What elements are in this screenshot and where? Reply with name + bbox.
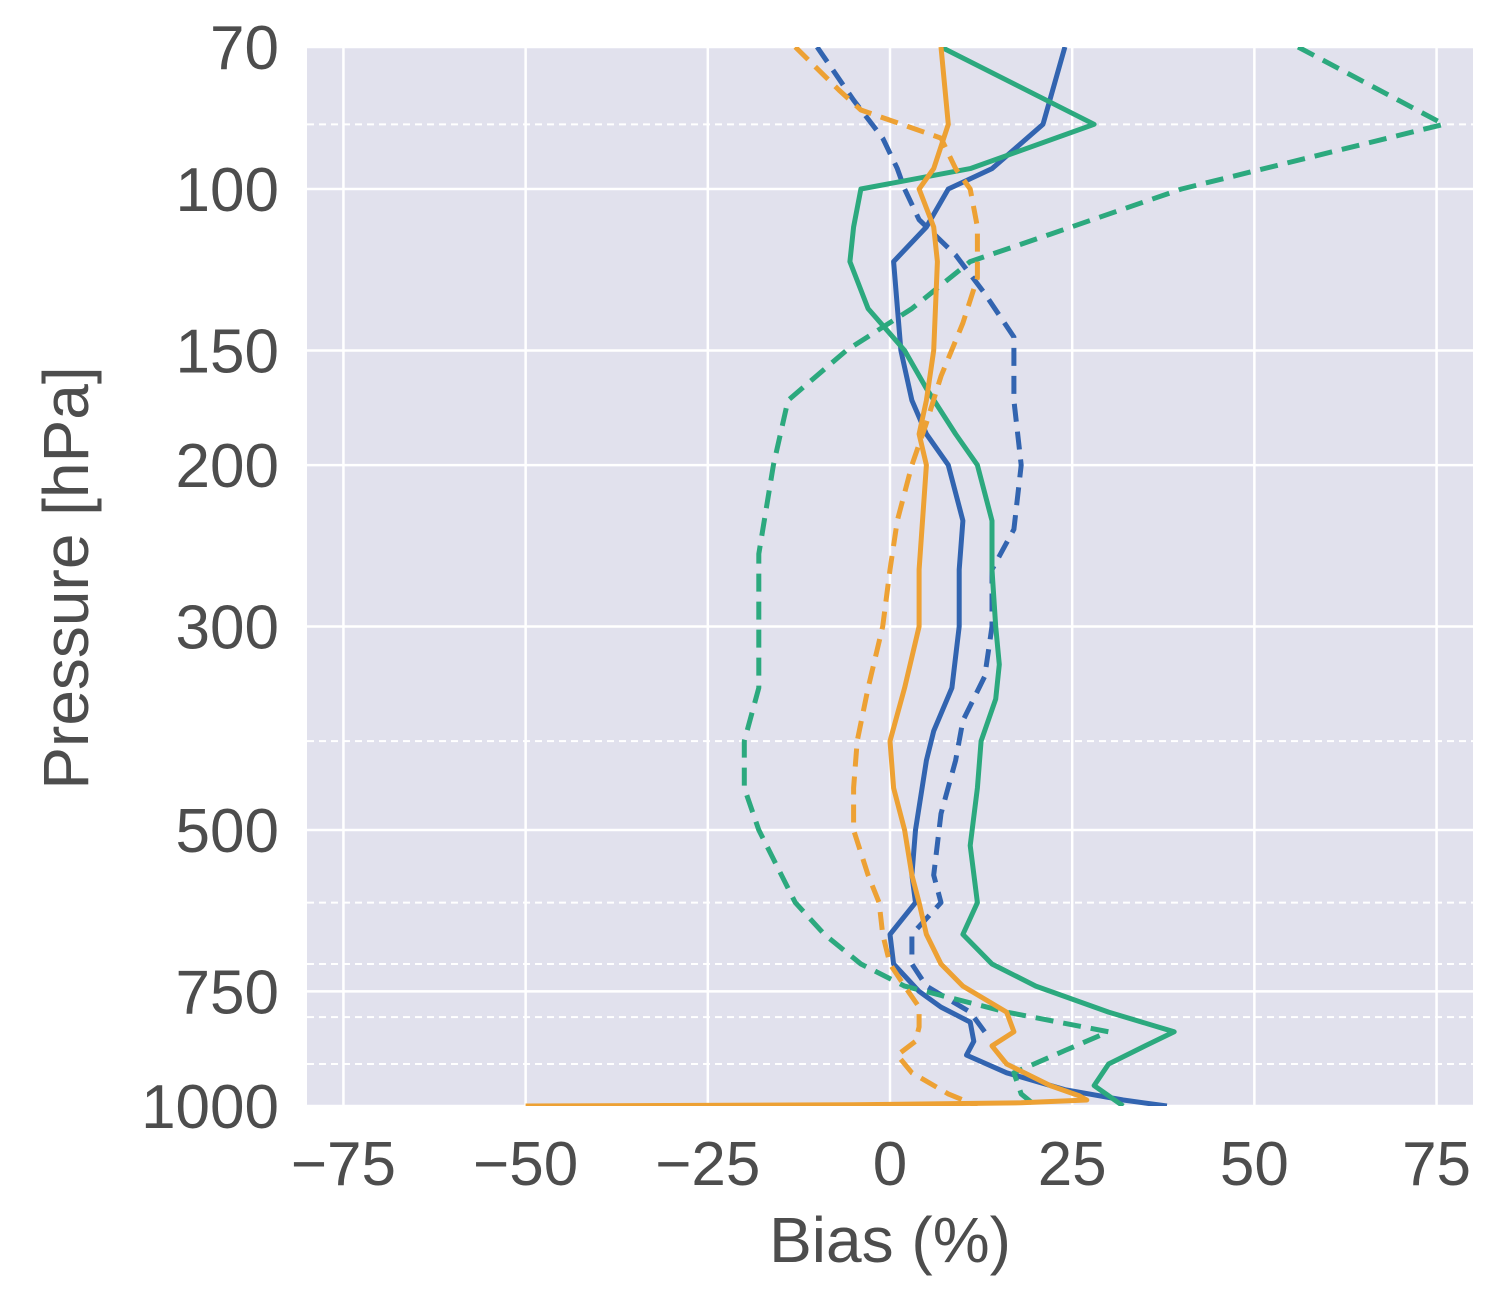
y-tick-label-2: 150 [176, 318, 279, 387]
series-line-2 [847, 47, 1177, 1106]
x-tick-label-3: 0 [873, 1130, 907, 1199]
series-line-5 [793, 47, 980, 1106]
x-tick-label-4: 25 [1038, 1130, 1107, 1199]
x-tick-labels: −75 −50 −25 0 25 50 75 [291, 1130, 1471, 1199]
series-line-4 [525, 47, 1090, 1106]
x-tick-label-0: −75 [291, 1130, 396, 1199]
x-tick-label-2: −25 [655, 1130, 760, 1199]
series-line-0 [887, 47, 1168, 1106]
y-axis-label: Pressure [hPa] [30, 366, 102, 789]
y-tick-label-0: 70 [210, 14, 279, 83]
y-tick-label-7: 1000 [141, 1073, 279, 1142]
x-tick-label-5: 50 [1220, 1130, 1289, 1199]
series-line-3 [741, 47, 1447, 1106]
y-tick-labels: 70 100 150 200 300 500 750 1000 [141, 14, 279, 1142]
series-lines [525, 47, 1447, 1106]
y-tick-label-6: 750 [176, 958, 279, 1027]
x-tick-label-1: −50 [473, 1130, 578, 1199]
x-tick-label-6: 75 [1402, 1130, 1471, 1199]
x-axis-label: Bias (%) [769, 1204, 1011, 1276]
y-tick-label-5: 500 [176, 797, 279, 866]
y-tick-label-1: 100 [176, 156, 279, 225]
y-tick-label-3: 200 [176, 432, 279, 501]
y-tick-label-4: 300 [176, 594, 279, 663]
major-gridlines [307, 45, 1473, 1108]
